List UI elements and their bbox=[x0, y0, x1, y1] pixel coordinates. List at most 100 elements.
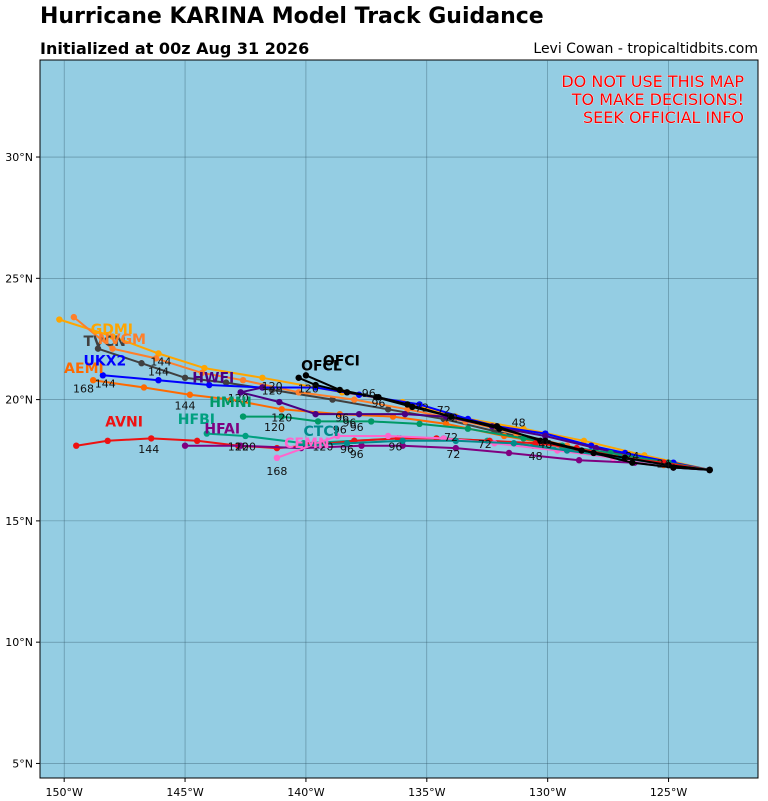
track-point-avni bbox=[148, 435, 155, 442]
track-point-hwfi bbox=[542, 432, 549, 440]
track-point-gdmi bbox=[201, 364, 208, 372]
track-point-hwfi bbox=[237, 389, 244, 396]
track-point-hfai bbox=[358, 442, 365, 449]
forecast-hour-label: 96 bbox=[335, 411, 349, 424]
credit-text: Levi Cowan - tropicaltidbits.com bbox=[533, 41, 758, 57]
track-point-hfai bbox=[452, 444, 460, 452]
forecast-hour-label: 120 bbox=[262, 385, 283, 398]
track-point-cemn bbox=[334, 432, 341, 440]
track-point-ofcl bbox=[665, 461, 672, 469]
track-point-ukx2 bbox=[99, 372, 107, 379]
track-point-hmni bbox=[464, 425, 472, 432]
track-point-avni bbox=[532, 440, 539, 447]
track-point-hmni bbox=[278, 413, 285, 420]
track-point-hfai bbox=[575, 457, 583, 464]
track-point-ctci bbox=[343, 440, 351, 447]
track-point-gdmi bbox=[109, 333, 116, 340]
track-point-nvgm bbox=[239, 376, 247, 384]
lat-tick-label: 25°N bbox=[5, 272, 33, 285]
track-point-gdmi bbox=[259, 374, 266, 381]
track-point-aemi bbox=[89, 376, 97, 384]
track-point-tvcn bbox=[138, 360, 145, 367]
forecast-hour-label: 120 bbox=[312, 441, 333, 454]
model-label-hfbi: HFBI bbox=[178, 412, 215, 428]
forecast-hour-label: 168 bbox=[73, 382, 94, 395]
forecast-hour-label: 96 bbox=[350, 421, 364, 434]
lat-tick-label: 10°N bbox=[5, 636, 33, 649]
lat-tick-label: 5°N bbox=[12, 757, 33, 770]
ocean-area bbox=[39, 59, 759, 779]
track-point-ctci bbox=[295, 442, 302, 449]
model-label-gdmi: GDMI bbox=[91, 322, 133, 338]
lon-tick-label: 130°W bbox=[529, 786, 566, 799]
track-point-hwfi bbox=[401, 410, 409, 418]
track-line-ukx2 bbox=[102, 374, 710, 471]
track-point-avni bbox=[104, 437, 111, 445]
forecast-hour-label: 96 bbox=[350, 448, 364, 461]
forecast-hour-label: 120 bbox=[264, 421, 285, 434]
track-point-nvgm bbox=[70, 313, 78, 321]
track-point-ctci bbox=[399, 437, 406, 445]
track-point-nvgm bbox=[198, 369, 206, 377]
axis-ticks: 150°W 145°W 140°W 135°W 130°W 125°W 5°N 10°N 15°… bbox=[5, 151, 687, 799]
forecast-hour-label: 72 bbox=[444, 411, 458, 424]
track-point-aemi bbox=[278, 406, 285, 413]
track-point-ofcl bbox=[621, 454, 629, 462]
init-time: Initialized at 00z Aug 31 2026 bbox=[40, 39, 310, 58]
forecast-hour-label: 48 bbox=[538, 438, 552, 451]
forecast-hour-label: 48 bbox=[512, 416, 526, 429]
track-point-hmni bbox=[416, 420, 423, 428]
track-point-tvcn bbox=[181, 374, 189, 381]
track-point-ukx2 bbox=[155, 376, 162, 384]
forecast-hour-label: 24 bbox=[657, 458, 671, 471]
forecast-hour-label: 120 bbox=[228, 392, 249, 405]
track-point-hwfi bbox=[259, 384, 266, 391]
model-tracks bbox=[56, 313, 713, 474]
forecast-hour-label: 144 bbox=[138, 443, 159, 456]
track-point-ctci bbox=[452, 437, 460, 445]
model-label-ctci: CTCI bbox=[304, 424, 339, 440]
track-point-nvgm bbox=[404, 406, 411, 413]
track-point-nvgm bbox=[295, 389, 302, 396]
lon-tick-label: 135°W bbox=[408, 786, 445, 799]
track-point-tvcn bbox=[329, 396, 336, 403]
track-point-hmni bbox=[367, 418, 375, 425]
lat-tick-label: 30°N bbox=[5, 151, 33, 164]
track-point-hfai bbox=[399, 442, 406, 449]
warning-line: TO MAKE DECISIONS! bbox=[571, 90, 744, 109]
model-label-tvcn: TVCN bbox=[84, 334, 126, 350]
track-point-ofcl bbox=[493, 423, 501, 430]
track-point-tvcn bbox=[94, 345, 102, 352]
track-point-ctci bbox=[563, 447, 571, 454]
lon-tick-label: 150°W bbox=[45, 786, 82, 799]
forecast-hour-label: 96 bbox=[342, 416, 356, 429]
track-point-hmni bbox=[239, 413, 247, 420]
track-point-ofcl bbox=[409, 403, 416, 411]
track-point-aemi bbox=[186, 391, 194, 398]
track-point-gdmi bbox=[155, 350, 162, 357]
model-label-nvgm: NVGM bbox=[98, 332, 146, 348]
forecast-hour-label: 144 bbox=[175, 399, 196, 412]
forecast-hour-label: 144 bbox=[150, 356, 171, 369]
forecast-hour-label: 72 bbox=[415, 402, 429, 415]
model-label-avni: AVNI bbox=[105, 414, 143, 430]
track-point-aemi bbox=[227, 396, 235, 403]
model-label-ofcl: OFCL bbox=[301, 358, 342, 374]
forecast-hour-label: 120 bbox=[271, 411, 292, 424]
track-point-ofci bbox=[312, 381, 319, 389]
track-point-nvgm bbox=[152, 355, 160, 362]
model-label-hmni: HMNI bbox=[209, 395, 252, 411]
lon-tick-label: 145°W bbox=[166, 786, 203, 799]
track-point-hwfi bbox=[276, 398, 283, 406]
track-point-aemi bbox=[140, 384, 148, 391]
track-point-tvcn bbox=[222, 379, 230, 386]
forecast-hour-label: 120 bbox=[298, 382, 319, 395]
forecast-hour-label: 72 bbox=[478, 438, 492, 451]
track-point-cemn bbox=[273, 454, 281, 462]
forecast-hour-label: 96 bbox=[333, 424, 347, 437]
forecast-hour-label: 96 bbox=[340, 443, 354, 456]
model-label-cemn: CEMN bbox=[284, 436, 330, 452]
track-point-ofci bbox=[295, 374, 302, 381]
